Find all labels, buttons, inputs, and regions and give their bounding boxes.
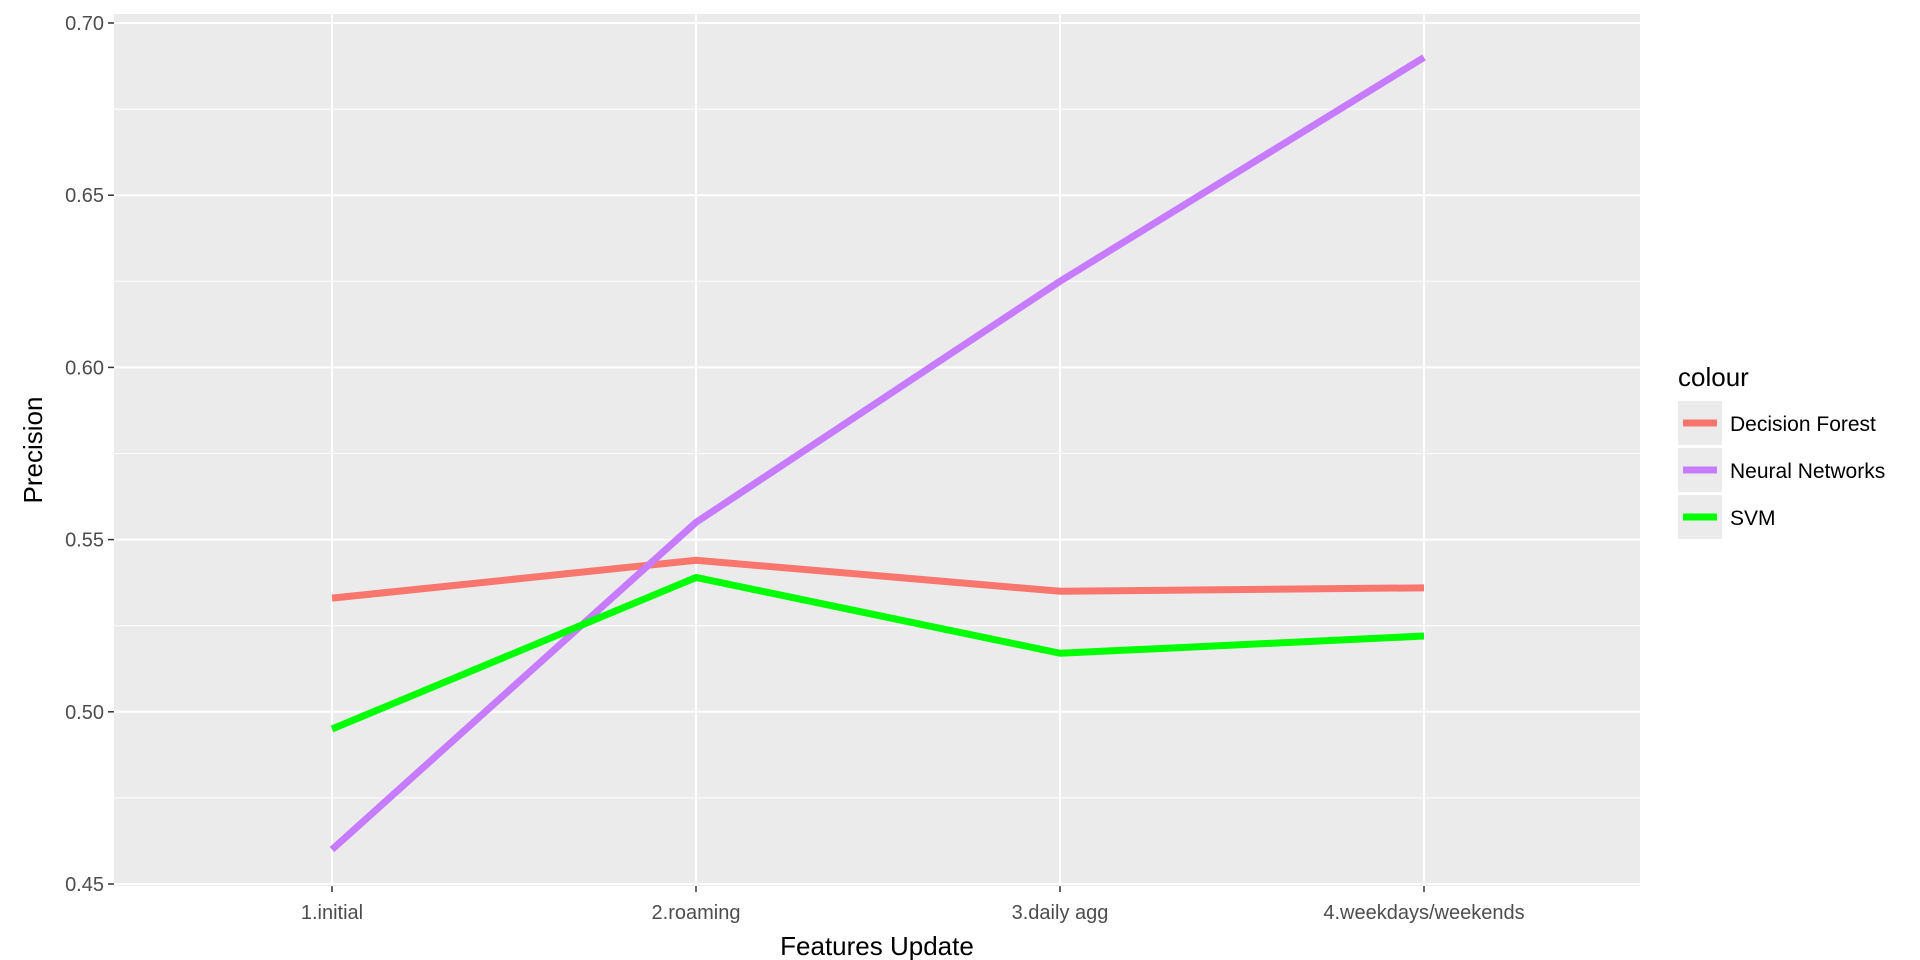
y-tick-label: 0.65 — [65, 185, 104, 207]
legend-title: colour — [1678, 362, 1749, 392]
x-axis: 1.initial 2.roaming 3.daily agg 4.weekdays/… — [301, 886, 1525, 924]
major-gridlines — [114, 14, 1640, 886]
plot-panel — [114, 14, 1640, 886]
x-tick-label: 4.weekdays/weekends — [1323, 902, 1524, 924]
series-line — [330, 573, 1425, 733]
series-lines — [329, 54, 1426, 853]
x-tick-label: 1.initial — [301, 902, 363, 924]
x-axis-title: Features Update — [780, 931, 974, 960]
y-axis: 0.45 0.50 0.55 0.60 0.65 0.70 — [65, 13, 114, 896]
legend-item-label: Neural Networks — [1730, 460, 1885, 483]
x-tick-label: 2.roaming — [652, 902, 741, 924]
legend-item-label: SVM — [1730, 507, 1776, 530]
series-line — [331, 556, 1425, 602]
minor-gridlines — [114, 108, 1640, 799]
legend: colour Decision Forest Neural Networks SVM — [1678, 362, 1885, 539]
legend-items: Decision Forest Neural Networks SVM — [1678, 401, 1885, 539]
y-tick-label: 0.50 — [65, 702, 104, 724]
legend-item-label: Decision Forest — [1730, 413, 1876, 436]
series-line — [329, 54, 1426, 853]
y-tick-label: 0.60 — [65, 357, 104, 379]
y-tick-label: 0.55 — [65, 530, 104, 552]
x-tick-label: 3.daily agg — [1012, 902, 1109, 924]
y-axis-title: Precision — [18, 397, 48, 504]
y-tick-label: 0.70 — [65, 13, 104, 35]
y-tick-label: 0.45 — [65, 874, 104, 896]
